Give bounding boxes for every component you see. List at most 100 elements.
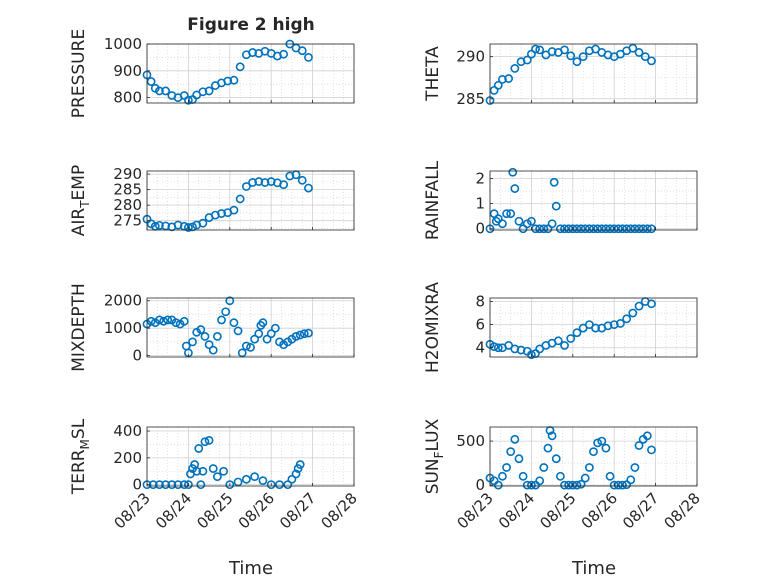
data-point [578,52,588,62]
data-point [502,209,511,219]
axes-1: 285 290 THETA [423,43,698,108]
data-point [297,175,307,185]
data-point [258,318,268,328]
axes-box [489,170,698,231]
data-point [634,441,644,450]
data-point [609,320,619,330]
data-point [219,466,228,476]
data-point [506,209,516,219]
data-point [504,74,514,83]
y-tick-label: 2000 [104,292,142,310]
data-point [146,316,156,326]
data-point [508,167,518,177]
axes-3: 0 1 2 RAINFALL [423,160,698,240]
data-point [295,460,305,469]
data-point [291,332,301,341]
data-point [560,341,569,350]
data-point [597,436,607,446]
data-point [173,220,183,230]
x-tick-label: 08/23 [454,489,497,532]
data-point [510,434,520,444]
data-point [161,86,171,96]
data-point [183,95,193,105]
y-axis-label: MIXDEPTH [69,283,89,372]
data-point [198,218,208,228]
data-point [522,480,532,490]
x-tick-label: 08/26 [235,489,278,532]
y-tick-label: 285 [113,181,142,199]
data-point [159,316,168,326]
data-point [535,224,545,234]
axes-box [489,297,698,358]
data-point [287,474,297,484]
data-point [630,224,640,234]
data-point [551,454,561,464]
data-point [510,184,520,193]
data-point [155,315,164,325]
data-point [626,475,636,485]
y-tick-label: 290 [456,48,485,66]
data-point [498,219,507,229]
data-point [589,224,598,234]
y-tick-label: 1 [475,195,485,213]
data-point [254,329,264,339]
data-point [297,46,307,56]
data-point [584,224,594,234]
data-point [535,476,545,486]
y-tick-label: 4 [475,339,485,357]
data-point [634,48,644,57]
data-point [572,328,582,338]
x-tick-label: 08/27 [619,489,662,532]
data-point [603,321,613,331]
data-point [204,86,214,96]
data-point [564,224,574,234]
data-point [221,307,231,317]
y-tick-label: 275 [113,212,142,230]
data-point [613,224,623,234]
axes-5: 4 6 8 H2OMIXRA [423,282,698,373]
data-point [194,444,204,453]
y-tick-label: 900 [113,62,142,80]
x-axis-label-left: Time [228,558,273,579]
data-point [640,52,650,62]
data-point [183,480,193,490]
data-point [167,480,177,490]
figure-title: Figure 2 high [187,15,315,35]
axes-4: 0 1000 2000 MIXDEPTH [69,283,355,372]
data-point [618,480,627,490]
plot-area [490,298,697,357]
data-point [564,480,574,490]
data-point [200,332,210,341]
axes-box [146,297,355,358]
data-point [572,480,582,490]
data-point [535,45,545,55]
x-tick-label: 08/24 [495,489,538,532]
data-point [547,47,557,56]
data-point [549,177,559,187]
data-point [580,224,590,234]
y-tick-label: 800 [113,89,142,107]
data-point [572,57,582,67]
data-point [246,342,255,352]
data-point [510,64,520,73]
data-point [539,224,549,234]
data-point [638,224,648,234]
data-point [522,55,532,65]
axes-0: 800 900 1000 PRESSURE [69,29,355,118]
axes-box [146,426,355,487]
data-point [270,323,280,333]
y-tick-label: 0 [132,476,142,494]
data-point [622,314,632,324]
y-tick-label: 2 [475,170,485,188]
data-point [217,209,226,218]
data-point [161,480,171,490]
x-tick-label: 08/27 [276,489,319,532]
data-point [555,471,565,481]
data-point [223,76,233,86]
data-point [179,316,189,326]
data-point [229,205,239,215]
axes-box [146,43,355,104]
data-point [560,224,569,234]
data-point [555,224,565,234]
data-point [225,296,235,306]
